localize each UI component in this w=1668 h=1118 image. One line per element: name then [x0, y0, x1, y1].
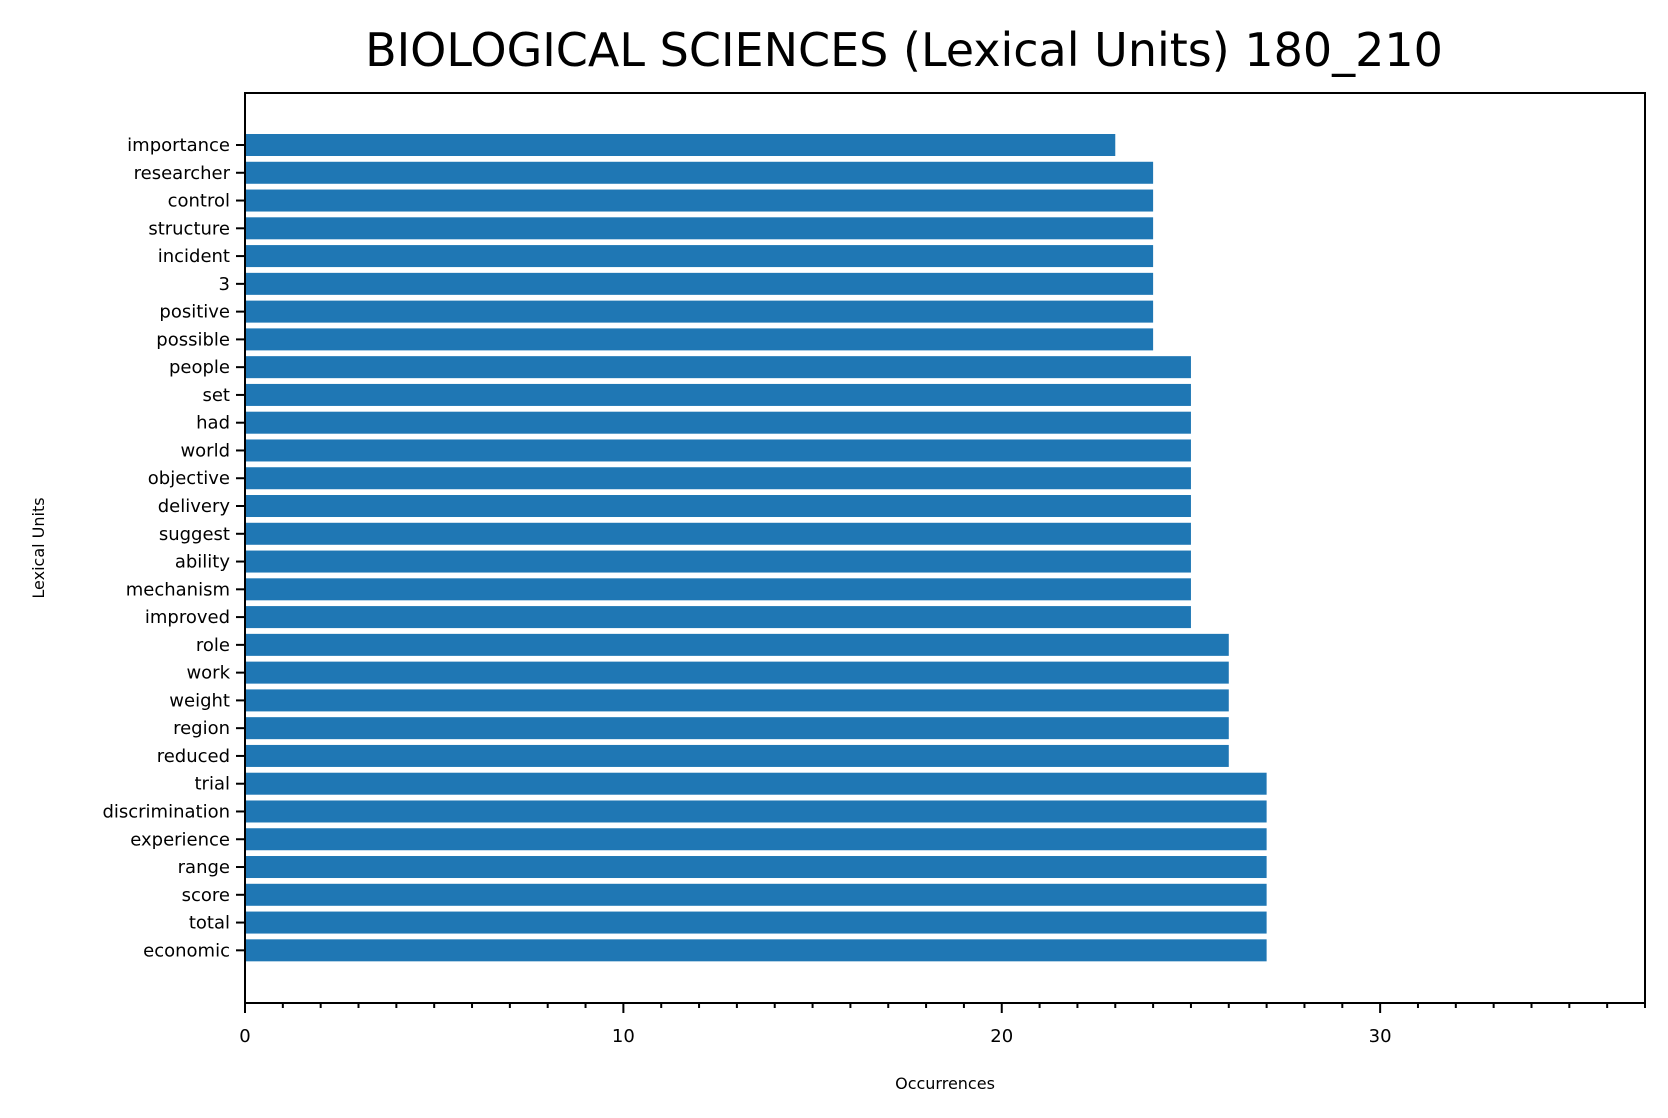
y-tick-label: total	[189, 913, 230, 934]
y-tick-label: role	[196, 635, 230, 656]
bar-control	[245, 189, 1154, 212]
bar-work	[245, 661, 1229, 684]
bar-structure	[245, 217, 1154, 240]
bars-group	[245, 134, 1267, 962]
bar-importance	[245, 134, 1116, 156]
y-tick-label: importance	[127, 135, 230, 156]
y-tick-label: economic	[143, 940, 230, 961]
x-tick-label: 0	[239, 1026, 250, 1047]
bar-suggest	[245, 522, 1191, 545]
y-tick-label: objective	[148, 468, 230, 489]
bar-discrimination	[245, 800, 1267, 823]
bar-experience	[245, 828, 1267, 851]
y-tick-label: range	[178, 857, 230, 878]
y-tick-label: control	[168, 191, 230, 212]
bar-delivery	[245, 495, 1191, 518]
y-tick-label: researcher	[134, 163, 231, 184]
bar-range	[245, 856, 1267, 879]
bar-researcher	[245, 161, 1154, 184]
y-tick-label: people	[169, 357, 230, 378]
bar-trial	[245, 772, 1267, 795]
y-tick-label: structure	[148, 218, 230, 239]
y-tick-label: trial	[195, 774, 231, 795]
y-axis-label: Lexical Units	[29, 497, 48, 598]
y-tick-label: delivery	[158, 496, 231, 517]
y-tick-label: experience	[130, 829, 230, 850]
bar-had	[245, 411, 1191, 434]
x-tick-label: 10	[612, 1026, 635, 1047]
bar-region	[245, 717, 1229, 740]
x-tick-label: 30	[1369, 1026, 1392, 1047]
y-tick-label: world	[180, 440, 230, 461]
y-tick-label: set	[202, 385, 230, 406]
x-axis-ticks: 0 10 20 30	[239, 1003, 1646, 1047]
bar-3	[245, 272, 1154, 295]
y-tick-label: 3	[219, 274, 230, 295]
bar-mechanism	[245, 578, 1191, 601]
y-tick-label: incident	[158, 246, 230, 267]
y-tick-label: positive	[159, 302, 230, 323]
bar-objective	[245, 467, 1191, 490]
bar-positive	[245, 300, 1154, 323]
bar-total	[245, 911, 1267, 934]
bar-reduced	[245, 744, 1229, 767]
y-tick-label: improved	[145, 607, 230, 628]
y-tick-label: reduced	[157, 746, 230, 767]
bar-possible	[245, 328, 1154, 351]
bar-improved	[245, 606, 1191, 629]
y-tick-label: had	[196, 413, 230, 434]
y-tick-label: weight	[169, 690, 230, 711]
x-axis-label: Occurrences	[895, 1074, 995, 1093]
y-axis-ticks: importance researcher control structure inci…	[102, 135, 245, 961]
bar-score	[245, 883, 1267, 906]
bar-ability	[245, 550, 1191, 573]
plot-frame	[244, 92, 1646, 1004]
bar-set	[245, 383, 1191, 406]
y-tick-label: ability	[175, 552, 231, 573]
y-tick-label: work	[186, 663, 230, 684]
bar-people	[245, 356, 1191, 379]
y-tick-label: score	[182, 885, 230, 906]
x-tick-label: 20	[990, 1026, 1013, 1047]
bar-world	[245, 439, 1191, 462]
chart-title: BIOLOGICAL SCIENCES (Lexical Units) 180_…	[365, 23, 1443, 77]
bar-role	[245, 633, 1229, 656]
y-tick-label: possible	[156, 329, 230, 350]
bar-economic	[245, 939, 1267, 962]
bar-weight	[245, 689, 1229, 712]
bar-incident	[245, 245, 1154, 268]
y-tick-label: discrimination	[102, 801, 230, 822]
y-tick-label: region	[173, 718, 230, 739]
y-tick-label: mechanism	[126, 579, 230, 600]
y-tick-label: suggest	[159, 524, 230, 545]
